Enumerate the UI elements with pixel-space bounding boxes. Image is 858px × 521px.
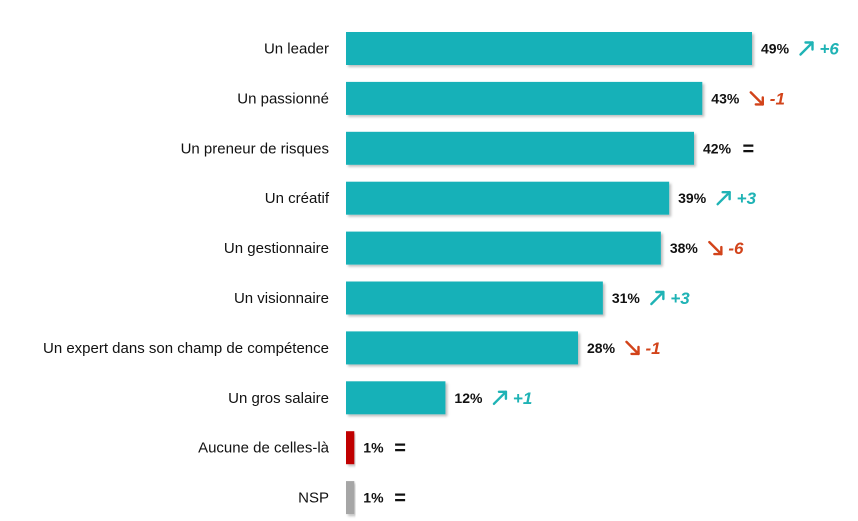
arrow-up-icon [492, 390, 508, 405]
bar [346, 381, 446, 415]
equal-sign: = [394, 488, 406, 510]
bar [346, 181, 670, 215]
category-label: Un preneur de risques [181, 140, 329, 157]
arrow-down-icon [708, 240, 723, 256]
category-label: Un créatif [265, 190, 330, 207]
value-label: 1% [363, 490, 384, 506]
change-label: +1 [513, 389, 532, 408]
category-label: Un visionnaire [234, 290, 329, 307]
value-label: 31% [612, 290, 641, 306]
arrow-down-head [713, 245, 723, 256]
change-label: -1 [770, 89, 785, 108]
equal-sign: = [743, 138, 755, 160]
arrow-down-head [630, 345, 640, 356]
bar [346, 331, 578, 365]
value-label: 1% [363, 440, 384, 456]
bar [346, 281, 603, 315]
arrow-up-head [497, 390, 508, 400]
category-label: Un leader [264, 41, 329, 58]
value-label: 38% [670, 240, 699, 256]
category-label: Aucune de celles-là [198, 440, 330, 457]
bar [346, 431, 355, 465]
arrow-up-icon [799, 41, 814, 56]
bar [346, 32, 752, 65]
category-label: Un gros salaire [228, 390, 329, 407]
change-label: +3 [737, 189, 757, 208]
bar [346, 481, 355, 515]
category-label: Un gestionnaire [224, 240, 329, 257]
value-label: 43% [711, 90, 740, 106]
arrow-down-head [754, 96, 764, 106]
category-label: Un passionné [237, 90, 329, 107]
value-label: 42% [703, 140, 732, 156]
change-label: +3 [670, 289, 690, 308]
arrow-up-icon [650, 290, 665, 306]
value-label: 12% [454, 390, 483, 406]
arrow-up-icon [716, 190, 731, 206]
arrow-up-head [655, 290, 665, 301]
bar [346, 131, 694, 165]
value-label: 49% [761, 41, 790, 57]
category-label: Un expert dans son champ de compétence [43, 340, 329, 357]
arrow-up-head [804, 41, 814, 51]
arrow-up-head [721, 190, 731, 201]
category-label: NSP [298, 490, 329, 507]
change-label: -6 [728, 239, 744, 258]
bar [346, 81, 703, 115]
value-label: 39% [678, 190, 707, 206]
arrow-down-icon [749, 91, 764, 106]
value-label: 28% [587, 340, 616, 356]
change-label: +6 [820, 40, 840, 59]
change-label: -1 [646, 339, 661, 358]
arrow-down-icon [625, 340, 640, 356]
bar [346, 231, 661, 265]
equal-sign: = [394, 438, 406, 460]
